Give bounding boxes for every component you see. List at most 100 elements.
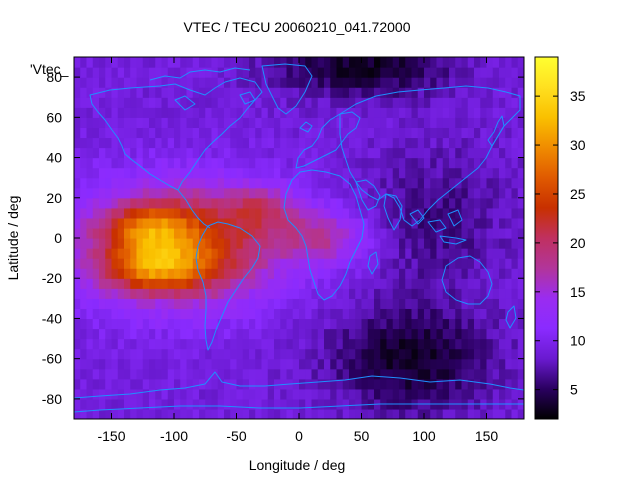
heatmap-cell [361, 248, 369, 259]
heatmap-cell [317, 157, 325, 169]
heatmap-cell [399, 127, 406, 139]
heatmap-cell [367, 207, 375, 219]
heatmap-cell [130, 278, 138, 289]
heatmap-cell [342, 207, 350, 219]
heatmap-cell [161, 157, 169, 169]
heatmap-cell [142, 348, 150, 360]
heatmap-cell [317, 298, 325, 309]
heatmap-cell [374, 308, 381, 320]
heatmap-cell [449, 308, 456, 320]
heatmap-cell [292, 268, 300, 279]
heatmap-cell [324, 107, 331, 118]
heatmap-cell [167, 157, 175, 169]
coastline-north-america [89, 77, 263, 191]
heatmap-cell [467, 57, 475, 68]
heatmap-cell [492, 358, 500, 370]
heatmap-cell [111, 298, 119, 309]
heatmap-cell [392, 248, 400, 259]
heatmap-cell [405, 368, 413, 380]
heatmap-cell [224, 318, 231, 330]
heatmap-cell [74, 167, 81, 179]
heatmap-cell [224, 398, 231, 410]
heatmap-cell [142, 177, 150, 189]
heatmap-cell [74, 147, 81, 159]
heatmap-cell [336, 157, 344, 169]
heatmap-cell [392, 137, 400, 149]
heatmap-cell [286, 187, 294, 199]
heatmap-cell [180, 258, 188, 269]
heatmap-cell [474, 348, 481, 360]
heatmap-cell [449, 358, 456, 370]
heatmap-cell [442, 248, 450, 259]
heatmap-cell [74, 348, 81, 360]
heatmap-cell [461, 368, 469, 380]
heatmap-cell [142, 147, 150, 159]
heatmap-cell [74, 127, 81, 139]
heatmap-cell [449, 197, 456, 209]
heatmap-cell [492, 238, 500, 249]
heatmap-cell [511, 177, 519, 189]
heatmap-cell [155, 207, 163, 219]
heatmap-cell [405, 207, 413, 219]
heatmap-cell [361, 258, 369, 269]
heatmap-cell [186, 338, 194, 350]
heatmap-cell [236, 57, 244, 68]
heatmap-cell [286, 328, 294, 340]
heatmap-cell [217, 217, 225, 229]
heatmap-cell [517, 97, 524, 108]
heatmap-cell [480, 187, 488, 199]
heatmap-cell [274, 278, 281, 289]
heatmap-cell [311, 127, 319, 139]
heatmap-cell [505, 318, 513, 330]
heatmap-cell [142, 87, 150, 98]
heatmap-cell [86, 117, 94, 128]
heatmap-cell [199, 157, 206, 169]
heatmap-cell [136, 308, 144, 320]
colorbar-tick-label: 25 [570, 186, 586, 202]
heatmap-cell [330, 177, 338, 189]
heatmap-cell [236, 248, 244, 259]
heatmap-cell [155, 268, 163, 279]
heatmap-cell [349, 368, 356, 380]
heatmap-cell [230, 318, 238, 330]
heatmap-cell [411, 378, 419, 390]
heatmap-cell [380, 268, 388, 279]
heatmap-cell [242, 117, 250, 128]
heatmap-cell [424, 207, 431, 219]
heatmap-cell [299, 288, 306, 299]
heatmap-cell [224, 147, 231, 159]
heatmap-cell [192, 227, 200, 239]
heatmap-cell [424, 338, 431, 350]
heatmap-cell [136, 57, 144, 68]
heatmap-cell [492, 197, 500, 209]
heatmap-cell [99, 167, 106, 179]
heatmap-cell [449, 167, 456, 179]
heatmap-cell [86, 137, 94, 149]
heatmap-cell [505, 77, 513, 88]
heatmap-cell [455, 227, 463, 239]
heatmap-cell [399, 117, 406, 128]
heatmap-cell [205, 348, 213, 360]
heatmap-cell [224, 368, 231, 380]
x-tick-label: 150 [475, 428, 499, 444]
heatmap-cell [249, 157, 256, 169]
heatmap-cell [517, 137, 524, 149]
heatmap-cell [136, 258, 144, 269]
heatmap-cell [236, 338, 244, 350]
heatmap-cell [442, 358, 450, 370]
heatmap-cell [511, 127, 519, 139]
heatmap-cell [392, 268, 400, 279]
heatmap-cell [361, 308, 369, 320]
heatmap-cell [86, 338, 94, 350]
heatmap-cell [505, 107, 513, 118]
heatmap-cell [280, 77, 288, 88]
heatmap-cell [455, 248, 463, 259]
heatmap-cell [405, 358, 413, 370]
heatmap-cell [386, 298, 394, 309]
heatmap-cell [330, 298, 338, 309]
heatmap-cell [386, 308, 394, 320]
heatmap-cell [355, 348, 363, 360]
heatmap-cell [136, 187, 144, 199]
heatmap-cell [461, 167, 469, 179]
heatmap-cell [261, 258, 269, 269]
